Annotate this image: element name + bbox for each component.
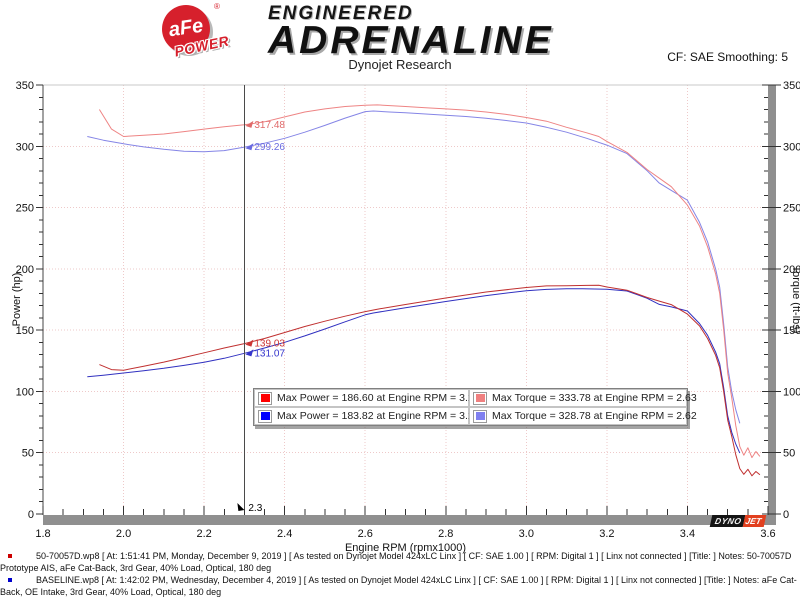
series-baseline-torque <box>87 110 741 424</box>
x-tick-label: 2.8 <box>438 528 453 540</box>
y-tick-label-left: 250 <box>16 203 34 215</box>
afe-logo-circle: aFe <box>162 5 210 53</box>
y-tick-label-right: 200 <box>783 264 800 276</box>
legend-swatch-box <box>473 391 487 405</box>
dynojet-logo: DYNO JET <box>709 515 767 527</box>
series-50-70057d-torque <box>98 104 761 459</box>
legend-entry-max-torque-2: Max Torque = 328.78 at Engine RPM = 2.62 <box>469 407 697 425</box>
y-tick-label-right: 100 <box>783 386 800 398</box>
y-tick-label-right: 0 <box>783 509 789 521</box>
power-afe-swatch <box>260 394 270 402</box>
cursor-x-label: 2.3 <box>248 503 262 514</box>
afe-power-logo: aFe ® POWER <box>158 2 248 62</box>
x-tick-label: 2.6 <box>358 528 373 540</box>
legend-entry-max-power-1: Max Power = 186.60 at Engine RPM = 3.18 <box>254 389 480 407</box>
legend-entry-text: Max Power = 183.82 at Engine RPM = 3.14 <box>277 410 480 422</box>
x-tick-label: 3.0 <box>519 528 534 540</box>
registered-mark: ® <box>214 2 220 11</box>
brand-wordmark: ENGINEERED ADRENALINE <box>268 3 554 60</box>
run-info-line-1: 50-70057D.wp8 [ At: 1:51:41 PM, Monday, … <box>0 551 800 574</box>
x-tick-label: 3.6 <box>760 528 775 540</box>
dynojet-logo-dyno: DYNO <box>709 515 745 527</box>
brand-engineered: ENGINEERED <box>268 3 414 24</box>
left-axis-title: Power (hp) <box>11 273 23 327</box>
y-tick-label-right: 250 <box>783 203 800 215</box>
run-info-line-2: BASELINE.wp8 [ At: 1:42:02 PM, Wednesday… <box>0 575 800 598</box>
x-tick-label: 3.2 <box>599 528 614 540</box>
y-tick-label-left: 150 <box>16 325 34 337</box>
y-tick-label-left: 0 <box>28 509 34 521</box>
run-info-footer: 50-70057D.wp8 [ At: 1:51:41 PM, Monday, … <box>0 551 800 599</box>
cursor-value-label: 317.48 <box>254 120 285 131</box>
y-tick-label-right: 350 <box>783 80 800 92</box>
cursor-value-label: 299.26 <box>254 142 285 153</box>
legend-entry-max-power-2: Max Power = 183.82 at Engine RPM = 3.14 <box>254 407 480 425</box>
legend-box: Max Power = 186.60 at Engine RPM = 3.18 … <box>253 388 697 426</box>
brand-adrenaline: ADRENALINE <box>268 19 554 62</box>
right-axis-bar <box>768 85 776 525</box>
x-tick-label: 2.2 <box>196 528 211 540</box>
torque-baseline-swatch <box>475 412 485 420</box>
legend-entry-text: Max Torque = 328.78 at Engine RPM = 2.62 <box>492 410 697 422</box>
legend-swatch-box <box>473 409 487 423</box>
y-tick-label-right: 300 <box>783 141 800 153</box>
cursor-marker-arrow <box>245 339 254 347</box>
y-tick-label-left: 350 <box>16 80 34 92</box>
y-tick-label-left: 300 <box>16 141 34 153</box>
legend-swatch-box <box>258 409 272 423</box>
legend-entry-text: Max Torque = 333.78 at Engine RPM = 2.63 <box>492 392 697 404</box>
run1-text: 50-70057D.wp8 [ At: 1:51:41 PM, Monday, … <box>0 551 792 573</box>
x-tick-label: 2.0 <box>116 528 131 540</box>
cursor-marker-arrow <box>245 120 254 128</box>
run2-text: BASELINE.wp8 [ At: 1:42:02 PM, Wednesday… <box>0 575 797 597</box>
cursor-marker-arrow <box>245 143 254 151</box>
series-baseline-power <box>87 288 741 454</box>
power-baseline-swatch <box>260 412 270 420</box>
y-tick-label-left: 50 <box>22 448 34 460</box>
x-tick-label: 1.8 <box>35 528 50 540</box>
legend-entry-text: Max Power = 186.60 at Engine RPM = 3.18 <box>277 392 480 404</box>
cursor-marker-arrow <box>245 349 254 357</box>
run1-bullet <box>8 554 12 558</box>
smoothing-setting: CF: SAE Smoothing: 5 <box>667 50 788 64</box>
run2-bullet <box>8 578 12 582</box>
y-tick-label-left: 200 <box>16 264 34 276</box>
torque-afe-swatch <box>475 394 485 402</box>
x-axis-title: Engine RPM (rpmx1000) <box>345 542 466 554</box>
dynojet-research-subtitle: Dynojet Research <box>348 57 452 72</box>
cursor-value-label: 131.07 <box>254 348 285 359</box>
y-tick-label-left: 100 <box>16 386 34 398</box>
legend-entry-max-torque-1: Max Torque = 333.78 at Engine RPM = 2.63 <box>469 389 697 407</box>
cursor-value-label: 139.03 <box>254 339 285 350</box>
legend-swatch-box <box>258 391 272 405</box>
right-axis-title: Torque (ft-lbs) <box>790 266 800 334</box>
y-tick-label-right: 150 <box>783 325 800 337</box>
chart-area: 317.48 299.26 139.03 131.07 2.3 0 0 50 50 100 100 1… <box>0 75 800 555</box>
x-tick-label: 3.4 <box>680 528 695 540</box>
x-tick-label: 2.4 <box>277 528 292 540</box>
cursor-x-marker-arrow <box>237 503 245 511</box>
bottom-axis-bar <box>43 515 776 525</box>
y-tick-label-right: 50 <box>783 448 795 460</box>
dynojet-logo-jet: JET <box>742 515 767 527</box>
series-50-70057d-power <box>99 284 761 477</box>
